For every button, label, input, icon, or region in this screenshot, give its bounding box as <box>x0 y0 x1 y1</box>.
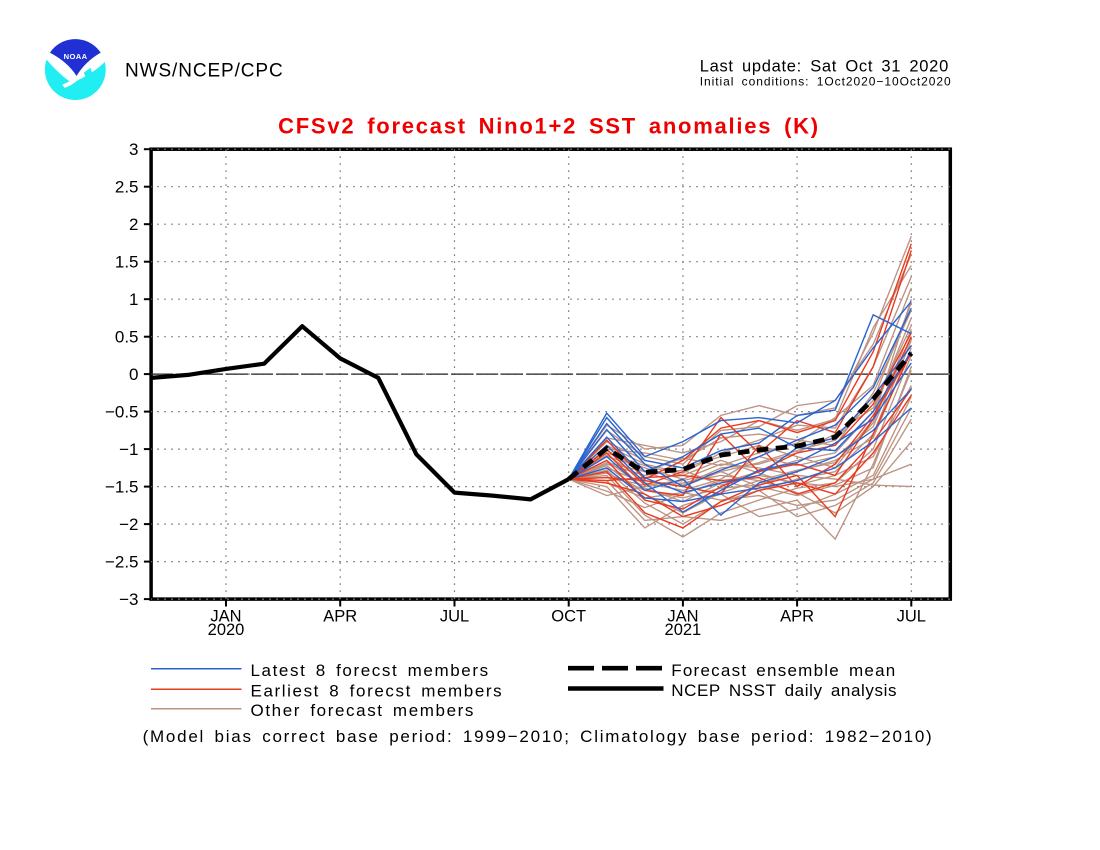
svg-text:Forecast ensemble mean: Forecast ensemble mean <box>671 661 896 680</box>
svg-text:2020: 2020 <box>208 621 245 639</box>
svg-text:NCEP NSST daily analysis: NCEP NSST daily analysis <box>671 681 897 700</box>
svg-text:Initial conditions: 1Oct2020−1: Initial conditions: 1Oct2020−10Oct2020 <box>700 74 952 88</box>
svg-text:2: 2 <box>129 215 138 234</box>
svg-text:NOAA: NOAA <box>64 52 88 61</box>
svg-text:2021: 2021 <box>665 621 702 639</box>
svg-text:2.5: 2.5 <box>115 178 139 197</box>
svg-text:−2: −2 <box>119 515 138 534</box>
svg-text:−2.5: −2.5 <box>105 553 139 572</box>
svg-text:Last update: Sat Oct 31 2020: Last update: Sat Oct 31 2020 <box>700 57 949 75</box>
svg-text:0: 0 <box>129 365 138 384</box>
svg-text:1.5: 1.5 <box>115 253 139 272</box>
svg-text:JUL: JUL <box>440 608 469 626</box>
svg-text:−1: −1 <box>119 440 138 459</box>
svg-text:−0.5: −0.5 <box>105 403 139 422</box>
svg-text:Other forecast members: Other forecast members <box>251 701 475 720</box>
svg-text:−3: −3 <box>119 590 138 609</box>
svg-text:0.5: 0.5 <box>115 328 139 347</box>
svg-text:JUL: JUL <box>897 608 926 626</box>
svg-text:3: 3 <box>129 140 138 159</box>
svg-text:CFSv2 forecast Nino1+2 SST ano: CFSv2 forecast Nino1+2 SST anomalies (K) <box>278 114 820 139</box>
svg-text:−1.5: −1.5 <box>105 478 139 497</box>
svg-text:Latest 8 forecst members: Latest 8 forecst members <box>251 661 490 680</box>
svg-text:NWS/NCEP/CPC: NWS/NCEP/CPC <box>125 61 284 82</box>
svg-text:JAN: JAN <box>210 608 241 626</box>
svg-text:1: 1 <box>129 290 138 309</box>
svg-text:APR: APR <box>323 608 357 626</box>
svg-text:OCT: OCT <box>551 608 586 626</box>
svg-text:(Model bias correct base perio: (Model bias correct base period: 1999−20… <box>143 727 934 746</box>
svg-text:APR: APR <box>780 608 814 626</box>
svg-text:JAN: JAN <box>667 608 698 626</box>
svg-text:Earliest 8 forecst members: Earliest 8 forecst members <box>251 681 504 700</box>
